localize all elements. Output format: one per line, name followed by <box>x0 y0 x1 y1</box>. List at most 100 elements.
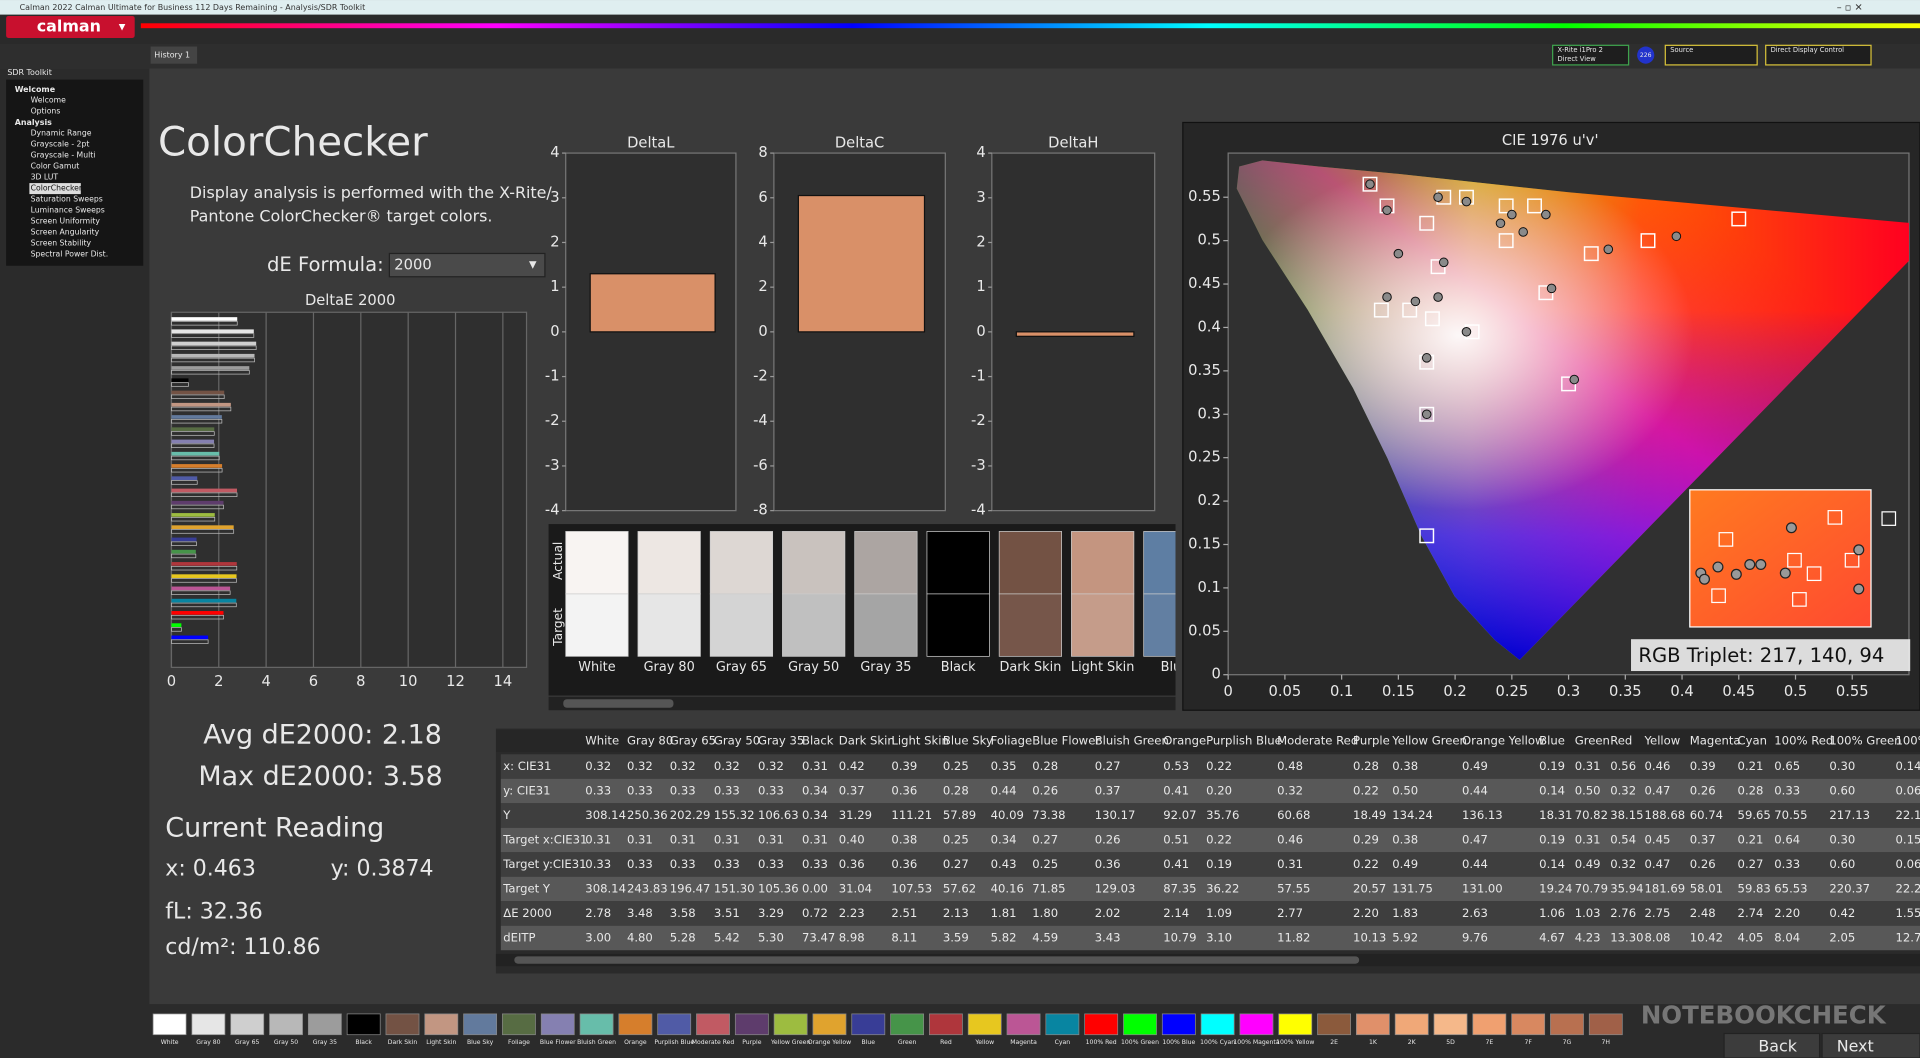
patch-button[interactable] <box>579 1013 614 1036</box>
table-cell: 0.28 <box>1738 784 1764 798</box>
patch-button[interactable] <box>851 1013 886 1036</box>
patch-button[interactable] <box>346 1013 381 1036</box>
tree-item[interactable]: Grayscale - Multi <box>31 151 96 160</box>
source-box[interactable] <box>1664 44 1758 66</box>
table-cell: 5.42 <box>714 930 740 944</box>
column-header: Magenta <box>1690 733 1741 747</box>
tree-item[interactable]: Saturation Sweeps <box>31 195 103 204</box>
patch-button[interactable] <box>734 1013 769 1036</box>
bar <box>171 366 250 370</box>
tree-item[interactable]: Dynamic Range <box>31 128 92 137</box>
formula-select[interactable] <box>388 252 546 278</box>
patch-button[interactable] <box>540 1013 575 1036</box>
actual-point <box>1541 209 1551 220</box>
table-cell: 3.00 <box>585 930 611 944</box>
meter-box[interactable] <box>1552 44 1630 66</box>
y-tick-label: -4 <box>753 412 768 429</box>
table-cell: 10.42 <box>1690 930 1723 944</box>
bar-outline <box>171 480 198 485</box>
display-label: Direct Display Control <box>1771 46 1845 54</box>
patch-button[interactable] <box>1511 1013 1546 1036</box>
patch-button[interactable] <box>1006 1013 1041 1036</box>
patch-button[interactable] <box>1588 1013 1623 1036</box>
tree-item[interactable]: Spectral Power Dist. <box>31 250 109 259</box>
patch-button[interactable] <box>1472 1013 1507 1036</box>
actual-point <box>1546 283 1557 294</box>
column-header: Orange <box>1163 733 1206 747</box>
patch-button[interactable] <box>773 1013 808 1036</box>
table-cell: 0.54 <box>1610 833 1636 847</box>
table-cell: 0.26 <box>1032 784 1058 798</box>
patch-button[interactable] <box>1394 1013 1429 1036</box>
patch-button[interactable] <box>618 1013 653 1036</box>
tree-item[interactable]: Options <box>31 106 61 115</box>
table-cell: 0.44 <box>1462 857 1488 871</box>
tree-item[interactable]: Screen Uniformity <box>31 217 101 226</box>
patch-button[interactable] <box>1355 1013 1390 1036</box>
table-cell: 40.16 <box>991 882 1024 896</box>
tree-item[interactable]: Luminance Sweeps <box>31 206 105 215</box>
table-scroll-thumb[interactable] <box>514 956 1360 964</box>
table-cell: 0.34 <box>991 833 1017 847</box>
window-title: Calman 2022 Calman Ultimate for Business… <box>20 3 366 12</box>
patch-label: 7H <box>1602 1039 1610 1046</box>
patch-button[interactable] <box>1200 1013 1235 1036</box>
patch-button[interactable] <box>1045 1013 1080 1036</box>
tree-item[interactable]: Screen Angularity <box>31 228 100 237</box>
patch-button[interactable] <box>502 1013 536 1036</box>
patch-button[interactable] <box>812 1013 847 1036</box>
tree-item[interactable]: Grayscale - 2pt <box>31 140 90 149</box>
patch-button[interactable] <box>424 1013 459 1036</box>
y-tick-label: 0.5 <box>1197 232 1220 249</box>
patch-button[interactable] <box>307 1013 342 1036</box>
tree-item[interactable]: 3D LUT <box>31 173 59 182</box>
patch-button[interactable] <box>967 1013 1002 1036</box>
tree-item[interactable]: ColorChecker <box>31 184 83 193</box>
bar <box>171 574 237 578</box>
meter-name: X-Rite i1Pro 2 <box>1558 46 1603 54</box>
column-header: Gray 80 <box>627 733 673 747</box>
target-point <box>1362 176 1378 192</box>
logo[interactable] <box>6 15 135 38</box>
tree-item[interactable]: Welcome <box>31 95 66 104</box>
swatch-scrollbar[interactable] <box>548 696 1176 711</box>
tree-item[interactable]: Color Gamut <box>31 162 80 171</box>
bar <box>171 341 257 346</box>
table-cell: 8.08 <box>1644 930 1670 944</box>
patch-button[interactable] <box>1084 1013 1119 1036</box>
tab[interactable] <box>150 46 198 64</box>
table-cell: 0.50 <box>1392 784 1418 798</box>
table-cell: 0.49 <box>1575 857 1601 871</box>
patch-button[interactable] <box>696 1013 730 1036</box>
patch-button[interactable] <box>657 1013 692 1036</box>
scroll-thumb[interactable] <box>563 699 674 708</box>
patch-button[interactable] <box>1317 1013 1351 1036</box>
table-cell: 73.38 <box>1032 808 1065 822</box>
patch-button[interactable] <box>929 1013 963 1036</box>
back-button[interactable] <box>1723 1032 1821 1058</box>
patch-button[interactable] <box>1239 1013 1274 1036</box>
table-cell: 0.06 <box>1896 857 1920 871</box>
table-cell: 0.31 <box>585 833 611 847</box>
patch-button[interactable] <box>1278 1013 1313 1036</box>
patch-button[interactable] <box>1550 1013 1584 1036</box>
description: Pantone ColorChecker® target colors. <box>190 206 493 225</box>
window-controls[interactable]: – ▫ ✕ <box>1837 2 1863 13</box>
patch-button[interactable] <box>463 1013 498 1036</box>
patch-button[interactable] <box>890 1013 924 1036</box>
row-label: Target Y <box>502 882 551 896</box>
patch-button[interactable] <box>269 1013 303 1036</box>
patch-button[interactable] <box>191 1013 226 1036</box>
x-tick-label: 4 <box>261 673 270 690</box>
patch-button[interactable] <box>385 1013 420 1036</box>
patch-button[interactable] <box>1123 1013 1157 1036</box>
patch-button[interactable] <box>1433 1013 1468 1036</box>
tree-item[interactable]: Screen Stability <box>31 239 92 248</box>
patch-button[interactable] <box>1161 1013 1196 1036</box>
patch-button[interactable] <box>230 1013 265 1036</box>
patch-button[interactable] <box>152 1013 187 1036</box>
display-box[interactable] <box>1765 44 1872 66</box>
next-button[interactable] <box>1821 1032 1920 1058</box>
table-cell: 0.32 <box>585 759 611 773</box>
table-cell: 0.28 <box>943 784 969 798</box>
